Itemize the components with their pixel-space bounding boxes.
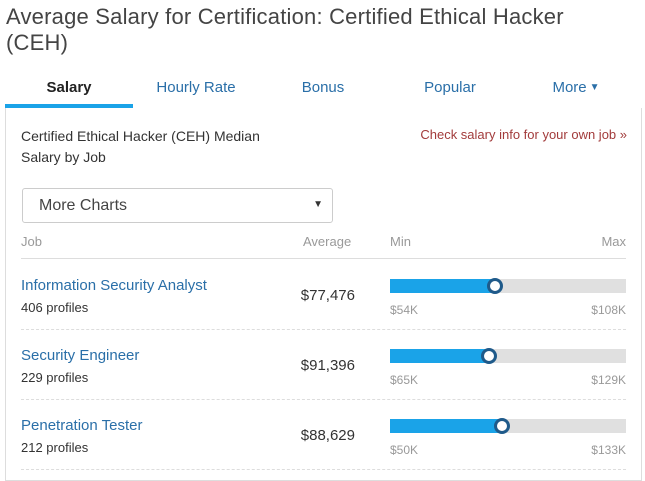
average-salary: $77,476 [300, 287, 355, 304]
salary-card: Certified Ethical Hacker (CEH) Median Sa… [5, 108, 642, 481]
average-marker [481, 348, 497, 364]
column-header-max: Max [601, 234, 626, 249]
tab-salary[interactable]: Salary [5, 70, 133, 106]
profile-count: 212 profiles [21, 440, 89, 455]
salary-range-bar [390, 348, 626, 364]
average-marker [487, 278, 503, 294]
column-header-job: Job [21, 234, 42, 249]
average-salary: $88,629 [300, 427, 355, 444]
tab-salary-label: Salary [46, 79, 92, 96]
check-salary-link[interactable]: Check salary info for your own job » [420, 127, 627, 142]
profile-count: 406 profiles [21, 300, 89, 315]
salary-range-fill [390, 279, 493, 293]
tab-bonus[interactable]: Bonus [259, 70, 387, 106]
salary-range-bar [390, 418, 626, 434]
job-link[interactable]: Security Engineer [21, 347, 140, 364]
column-header-min: Min [390, 234, 411, 249]
row-divider [21, 329, 626, 330]
table-row: Penetration Tester 212 profiles $88,629 … [6, 400, 641, 470]
tab-hourly-rate-label: Hourly Rate [156, 79, 236, 96]
max-salary-label: $108K [591, 303, 626, 317]
max-salary-label: $133K [591, 443, 626, 457]
row-divider [21, 399, 626, 400]
table-row: Information Security Analyst 406 profile… [6, 260, 641, 330]
salary-range-fill [390, 349, 487, 363]
job-link[interactable]: Penetration Tester [21, 417, 143, 434]
tab-popular[interactable]: Popular [387, 70, 513, 106]
profile-count: 229 profiles [21, 370, 89, 385]
tab-hourly-rate[interactable]: Hourly Rate [133, 70, 259, 106]
header-divider [21, 258, 626, 259]
tab-popular-label: Popular [424, 79, 476, 96]
page-title: Average Salary for Certification: Certif… [6, 4, 564, 55]
dropdown-arrow-icon: ▼ [313, 199, 323, 210]
table-row: Security Engineer 229 profiles $91,396 $… [6, 330, 641, 400]
more-charts-select[interactable]: More Charts ▼ [22, 188, 333, 223]
average-salary: $91,396 [300, 357, 355, 374]
row-divider [21, 469, 626, 470]
average-marker [494, 418, 510, 434]
tab-bar: Salary Hourly Rate Bonus Popular More ▼ [5, 70, 613, 109]
salary-range-bar [390, 278, 626, 294]
min-salary-label: $54K [390, 303, 419, 317]
tab-more-label: More [552, 79, 587, 96]
job-link[interactable]: Information Security Analyst [21, 277, 207, 294]
active-tab-indicator [5, 104, 133, 108]
column-header-average: Average [303, 234, 352, 249]
min-salary-label: $65K [390, 373, 419, 387]
chart-title: Certified Ethical Hacker (CEH) Median Sa… [21, 128, 260, 165]
min-salary-label: $50K [390, 443, 419, 457]
salary-range-fill [390, 419, 500, 433]
tab-more[interactable]: More ▼ [513, 70, 639, 106]
more-charts-select-value: More Charts [39, 197, 128, 214]
max-salary-label: $129K [591, 373, 626, 387]
tab-bonus-label: Bonus [301, 79, 345, 96]
caret-down-icon: ▼ [589, 82, 600, 93]
